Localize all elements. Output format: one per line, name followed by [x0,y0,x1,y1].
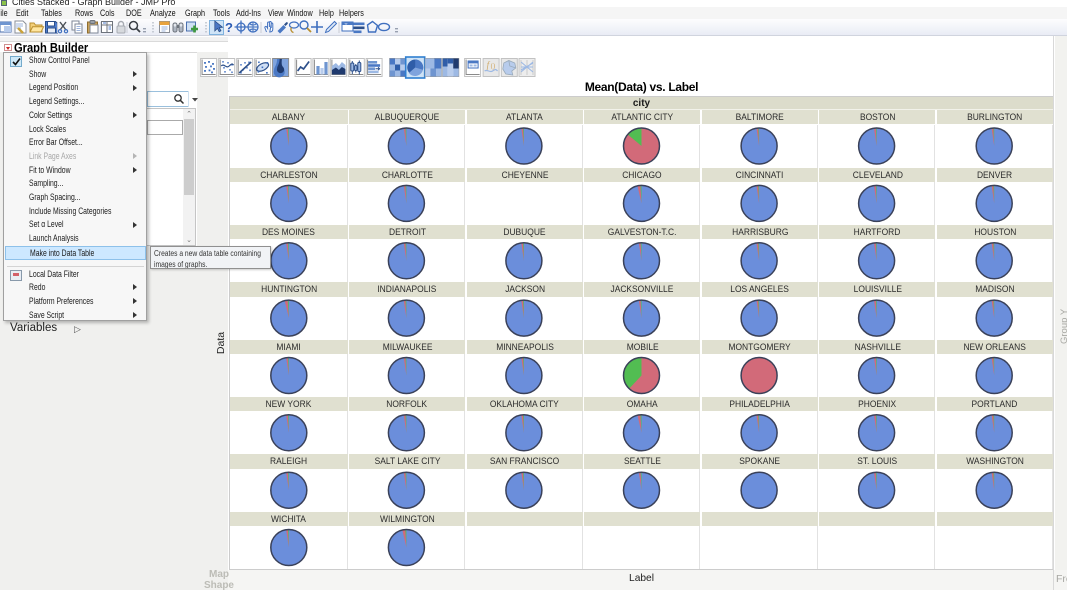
svg-text:(): () [491,62,496,70]
svg-text:f: f [487,60,491,70]
svg-text:?: ? [225,20,233,35]
svg-text:T: T [345,24,348,30]
